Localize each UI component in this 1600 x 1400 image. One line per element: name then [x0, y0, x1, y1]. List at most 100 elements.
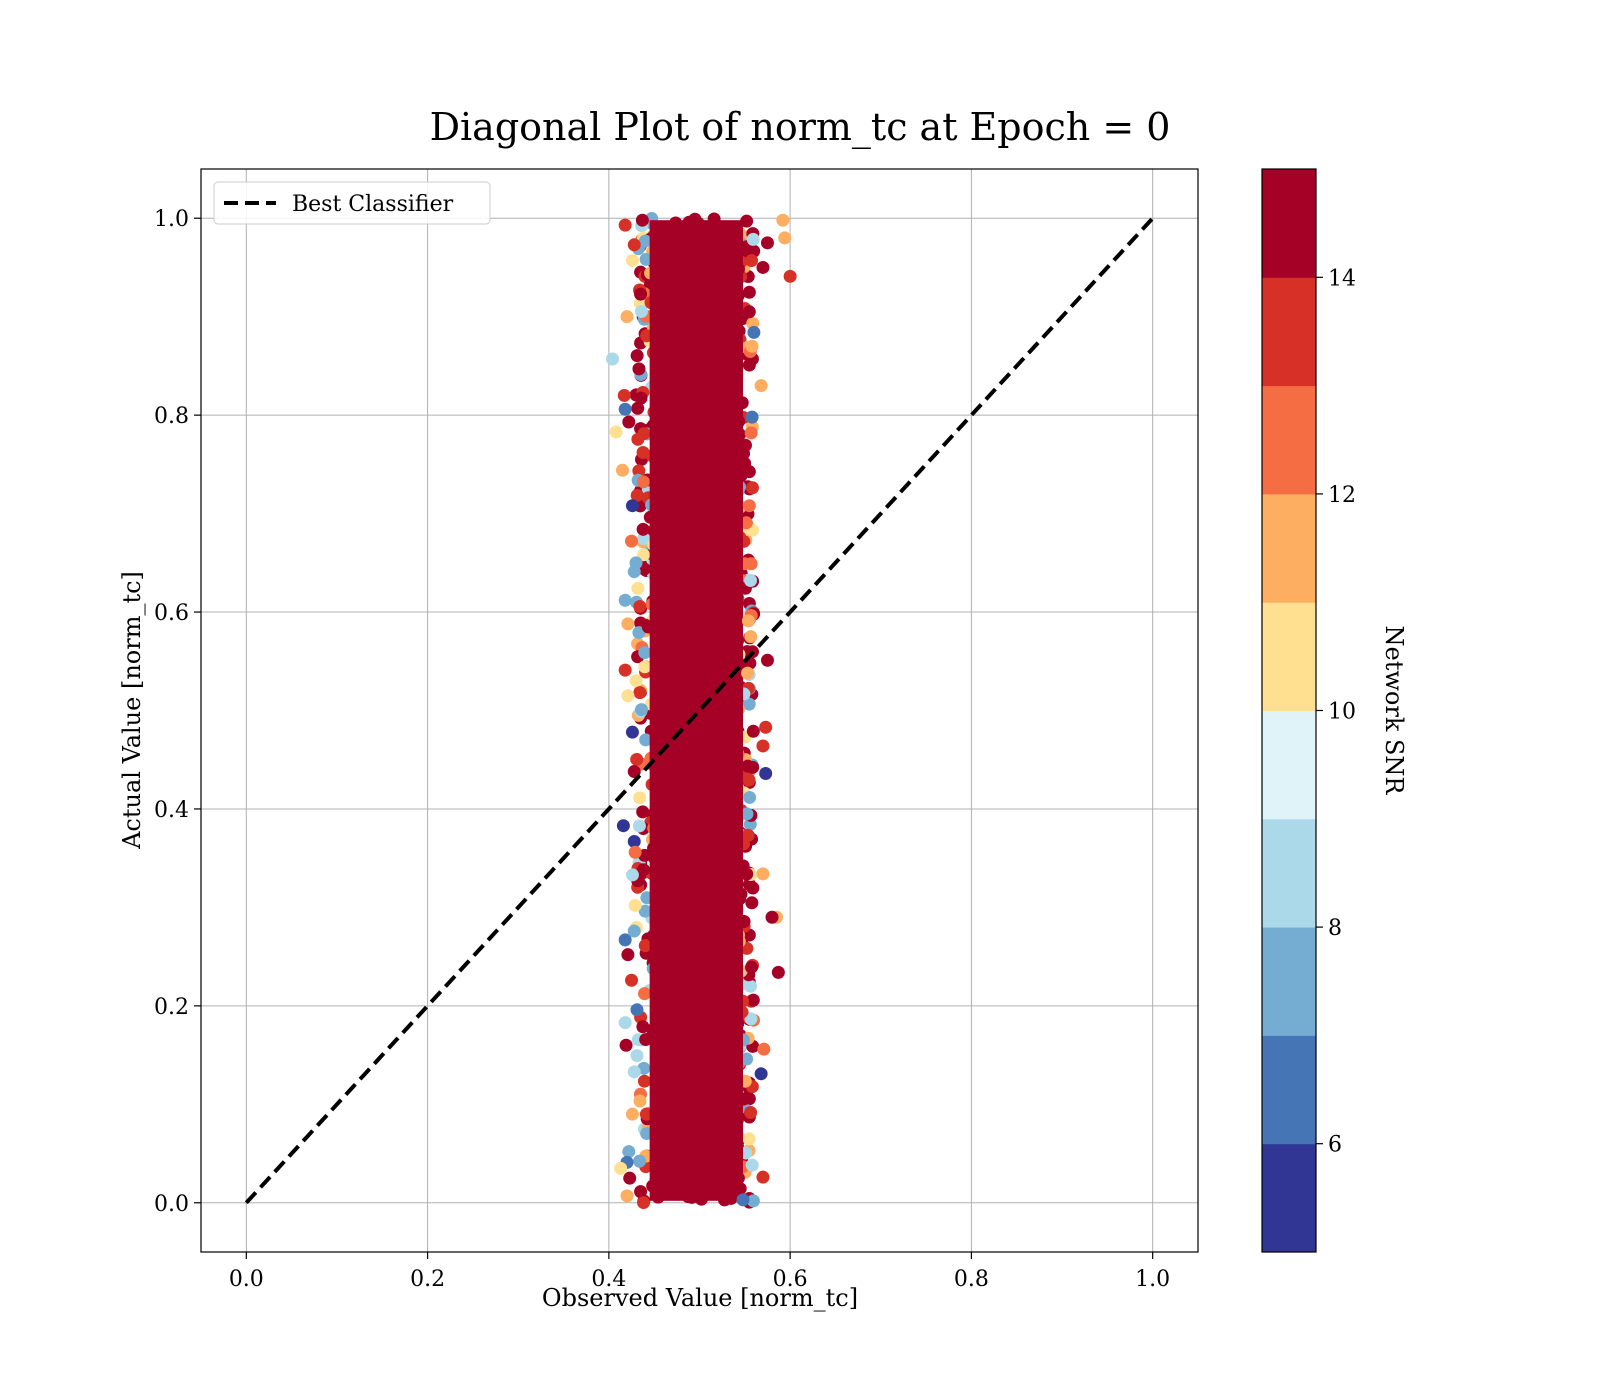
scatter-point	[631, 401, 645, 415]
scatter-point	[636, 863, 650, 877]
y-tick-label: 0.6	[154, 601, 189, 626]
scatter-point	[622, 1145, 636, 1159]
scatter-point	[633, 1094, 647, 1108]
scatter-point	[756, 867, 770, 881]
scatter-point	[745, 339, 759, 353]
legend: Best Classifier	[213, 181, 491, 225]
scatter-point	[637, 1196, 651, 1210]
scatter-point	[688, 212, 702, 226]
scatter-series	[605, 211, 797, 1210]
scatter-point	[633, 600, 647, 614]
colorbar-bin	[1262, 493, 1316, 603]
scatter-point	[756, 1170, 770, 1184]
plot-frame	[200, 168, 1199, 1253]
scatter-point	[630, 349, 644, 363]
scatter-point	[636, 805, 650, 819]
scatter-point	[745, 481, 759, 495]
colorbar-label: Network SNR	[1380, 626, 1408, 796]
scatter-point	[631, 581, 645, 595]
legend-label: Best Classifier	[292, 192, 454, 217]
scatter-point	[633, 686, 647, 700]
scatter-point	[638, 646, 652, 660]
scatter-point	[623, 1171, 637, 1185]
scatter-point	[638, 939, 652, 953]
scatter-point	[621, 948, 635, 962]
colorbar-bin	[1262, 1143, 1316, 1253]
scatter-point	[621, 617, 635, 631]
scatter-point	[636, 1020, 650, 1034]
scatter-point	[635, 213, 649, 227]
scatter-point	[745, 1158, 759, 1172]
colorbar-bin	[1262, 169, 1316, 278]
scatter-point	[754, 379, 768, 393]
y-tick-label: 0.0	[154, 1192, 189, 1217]
scatter-point	[754, 1067, 768, 1081]
scatter-point	[627, 924, 641, 938]
scatter-point	[621, 689, 635, 703]
scatter-point	[760, 236, 774, 250]
chart-title: Diagonal Plot of norm_tc at Epoch = 0	[430, 105, 1171, 150]
x-tick-label: 0.0	[229, 1267, 264, 1292]
scatter-point	[743, 790, 757, 804]
scatter-point	[742, 285, 756, 299]
scatter-point	[742, 305, 756, 319]
scatter-point	[744, 426, 758, 440]
scatter-point	[778, 231, 792, 245]
scatter-point	[744, 557, 758, 571]
colorbar-bin	[1262, 385, 1316, 495]
scatter-point	[744, 1012, 758, 1026]
scatter-point	[618, 1016, 632, 1030]
scatter-point	[776, 213, 790, 227]
x-axis-label: Observed Value [norm_tc]	[542, 1284, 858, 1312]
scatter-point	[625, 534, 639, 548]
scatter-point	[627, 834, 641, 848]
scatter-point	[625, 1107, 639, 1121]
scatter-point	[746, 881, 760, 895]
scatter-point	[745, 254, 759, 268]
scatter-point	[636, 522, 650, 536]
scatter-point	[622, 415, 636, 429]
scatter-point	[628, 898, 642, 912]
scatter-point	[746, 724, 760, 738]
scatter-point	[736, 1193, 750, 1207]
scatter-point	[636, 445, 650, 459]
scatter-point	[744, 630, 758, 644]
x-tick-label: 0.4	[591, 1267, 626, 1292]
scatter-point	[630, 1003, 644, 1017]
scatter-point	[744, 1106, 758, 1120]
scatter-point	[742, 499, 756, 513]
scatter-point	[746, 1194, 760, 1208]
colorbar-tick-label: 12	[1328, 483, 1356, 508]
scatter-point	[618, 402, 632, 416]
scatter-point	[618, 593, 632, 607]
scatter-point	[619, 1038, 633, 1052]
y-tick-label: 0.2	[154, 995, 189, 1020]
scatter-point	[639, 252, 653, 266]
scatter-point	[617, 388, 631, 402]
colorbar-bin	[1262, 927, 1316, 1036]
scatter-point	[741, 828, 755, 842]
scatter-point	[614, 1161, 628, 1175]
plot-area: 0.0 0.2 0.4 0.6 0.8 1.0 0.0 0.2 0.4 0.6 0.8 1.0 Best…	[154, 168, 1199, 1292]
scatter-point	[627, 238, 641, 252]
x-tick-label: 0.8	[954, 1267, 989, 1292]
scatter-point	[639, 1033, 653, 1047]
scatter-point	[625, 725, 639, 739]
colorbar-tick-label: 6	[1328, 1133, 1342, 1158]
scatter-point	[633, 1154, 647, 1168]
scatter-point	[783, 269, 797, 283]
scatter-point	[765, 910, 779, 924]
scatter-point	[629, 556, 643, 570]
scatter-point	[741, 614, 755, 628]
scatter-point	[639, 733, 653, 747]
x-tick-label: 0.6	[773, 1267, 808, 1292]
scatter-point	[633, 791, 647, 805]
colorbar: 6 8 10 12 14	[1261, 168, 1356, 1253]
y-tick-label: 0.8	[154, 404, 189, 429]
scatter-point	[757, 1042, 771, 1056]
y-axis-label: Actual Value [norm_tc]	[118, 571, 146, 850]
scatter-point	[636, 475, 650, 489]
scatter-point	[627, 1065, 641, 1079]
scatter-point	[609, 425, 623, 439]
scatter-point	[638, 904, 652, 918]
